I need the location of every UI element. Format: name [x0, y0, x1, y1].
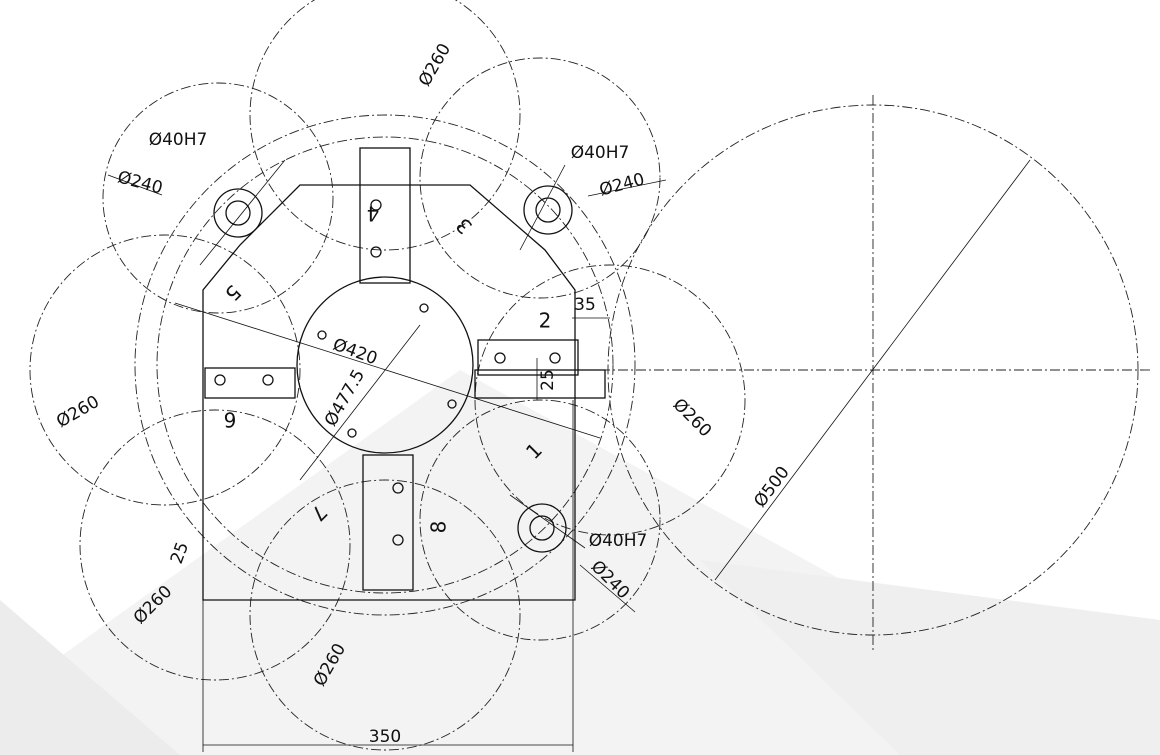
dimension-label: Ø477.5 [321, 366, 369, 430]
station-number: 8 [427, 521, 451, 534]
dimension-lines [107, 159, 1031, 752]
dimension-label: 25 [538, 369, 558, 391]
station-number: 5 [220, 280, 246, 306]
watermark [0, 370, 1160, 755]
construction-circles [29, 0, 1150, 751]
station-number: 2 [539, 309, 552, 333]
dimension-label: Ø260 [669, 395, 716, 442]
dimension-label: 25 [167, 539, 193, 566]
dimension-label: Ø240 [597, 169, 646, 200]
dimension-label: Ø260 [415, 40, 455, 90]
station-number: 4 [367, 202, 380, 226]
dimension-label: Ø420 [330, 335, 380, 369]
dimension-label: Ø40H7 [571, 143, 630, 163]
dimension-label: Ø40H7 [149, 130, 208, 150]
dimension-label: Ø260 [53, 392, 103, 432]
dimension-label: Ø40H7 [589, 531, 648, 551]
dimension-label: Ø240 [115, 167, 164, 198]
dimension-label: 350 [369, 727, 401, 747]
station-number: 6 [224, 408, 237, 432]
turret-body [202, 147, 606, 601]
dimension-label: 35 [574, 295, 596, 315]
